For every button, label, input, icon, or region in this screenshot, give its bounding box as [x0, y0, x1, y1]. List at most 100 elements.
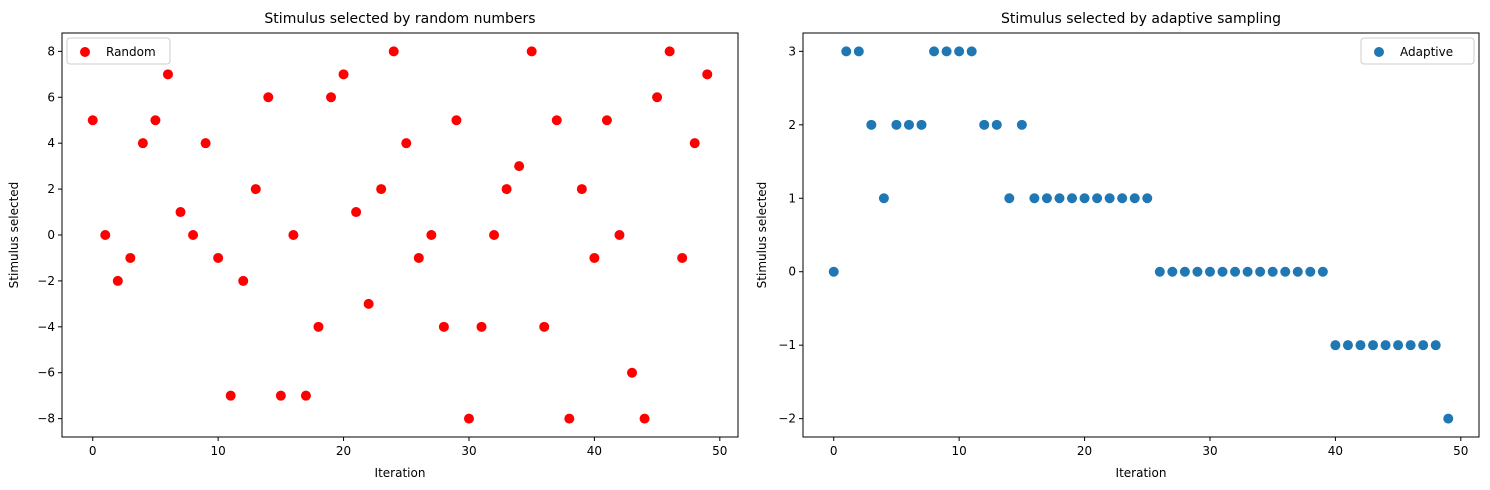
data-point	[1092, 193, 1103, 204]
data-point	[401, 138, 412, 149]
data-point	[501, 184, 512, 195]
data-point	[1142, 193, 1153, 204]
data-point	[376, 184, 387, 195]
data-point	[664, 46, 675, 57]
data-point	[1368, 340, 1379, 351]
y-axis-label: Stimulus selected	[7, 182, 21, 289]
legend-label: Adaptive	[1400, 45, 1453, 59]
data-point	[1079, 193, 1090, 204]
legend: Adaptive	[1360, 37, 1475, 65]
data-point	[1393, 340, 1404, 351]
legend-label: Random	[106, 45, 156, 59]
data-point	[351, 207, 362, 218]
x-tick-label: 30	[1202, 444, 1217, 458]
data-point	[300, 390, 311, 401]
data-point	[841, 46, 852, 57]
data-point	[677, 252, 688, 263]
data-point	[1430, 340, 1441, 351]
data-point	[891, 119, 902, 130]
y-tick-label: 2	[788, 118, 796, 132]
y-tick-label: 1	[788, 191, 796, 205]
data-point	[451, 115, 462, 126]
x-tick-label: 0	[89, 444, 97, 458]
data-point	[275, 390, 286, 401]
data-point	[162, 69, 173, 80]
data-point	[652, 92, 663, 103]
chart-title: Stimulus selected by random numbers	[264, 11, 535, 27]
y-tick-label: 0	[788, 265, 796, 279]
data-point	[1192, 266, 1203, 277]
data-point	[476, 321, 487, 332]
y-tick-label: −8	[37, 412, 55, 426]
data-point	[426, 230, 437, 240]
x-tick-label: 40	[587, 444, 602, 458]
y-tick-label: −6	[37, 366, 55, 380]
data-point	[238, 275, 249, 286]
data-point	[627, 367, 638, 378]
plot-frame	[802, 32, 1480, 438]
data-point	[1129, 193, 1140, 204]
legend-marker	[80, 47, 90, 57]
legend-marker	[1374, 47, 1384, 57]
y-tick-label: 8	[47, 44, 55, 58]
data-point	[200, 138, 211, 149]
data-point	[1305, 266, 1316, 277]
data-point	[639, 413, 650, 424]
data-point	[489, 230, 500, 240]
data-point	[1029, 193, 1040, 204]
data-point	[1041, 193, 1052, 204]
data-point	[263, 92, 274, 103]
plot-frame	[61, 32, 739, 438]
data-point	[1405, 340, 1416, 351]
data-point	[87, 115, 98, 126]
data-point	[363, 298, 374, 309]
data-point	[326, 92, 337, 103]
data-point	[100, 230, 111, 240]
x-tick-label: 10	[211, 444, 226, 458]
data-point	[1104, 193, 1115, 204]
data-point	[1443, 413, 1454, 424]
data-point	[601, 115, 612, 126]
data-point	[438, 321, 449, 332]
data-point	[903, 119, 914, 130]
data-point	[1280, 266, 1291, 277]
y-tick-label: 0	[47, 228, 55, 242]
data-point	[1117, 193, 1128, 204]
data-point	[388, 46, 399, 57]
data-point	[1004, 193, 1015, 204]
data-point	[916, 119, 927, 130]
x-axis-label: Iteration	[1116, 466, 1167, 480]
data-point	[514, 161, 525, 172]
data-point	[188, 230, 199, 240]
data-point	[929, 46, 940, 57]
data-point	[463, 413, 474, 424]
data-point	[1317, 266, 1328, 277]
x-axis-label: Iteration	[375, 466, 426, 480]
chart-panel-0: Stimulus selected by random numbers 0 10 20…	[7, 11, 739, 480]
x-tick-label: 40	[1328, 444, 1343, 458]
data-point	[112, 275, 123, 286]
data-point	[125, 252, 136, 263]
data-point	[941, 46, 952, 57]
y-tick-label: −2	[37, 274, 55, 288]
y-tick-label: −2	[778, 412, 796, 426]
data-point	[175, 207, 186, 218]
data-point	[1330, 340, 1341, 351]
data-point	[1267, 266, 1278, 277]
data-point	[564, 413, 575, 424]
data-point	[539, 321, 550, 332]
data-point	[1217, 266, 1228, 277]
data-point	[551, 115, 562, 126]
data-point	[213, 252, 224, 263]
x-tick-label: 20	[336, 444, 351, 458]
data-point	[526, 46, 537, 57]
y-tick-label: −1	[778, 338, 796, 352]
data-point	[576, 184, 587, 195]
data-point	[1242, 266, 1253, 277]
x-tick-label: 50	[1453, 444, 1468, 458]
data-point	[1418, 340, 1429, 351]
x-tick-label: 0	[830, 444, 838, 458]
data-point	[413, 252, 424, 263]
legend-box	[1360, 37, 1475, 65]
